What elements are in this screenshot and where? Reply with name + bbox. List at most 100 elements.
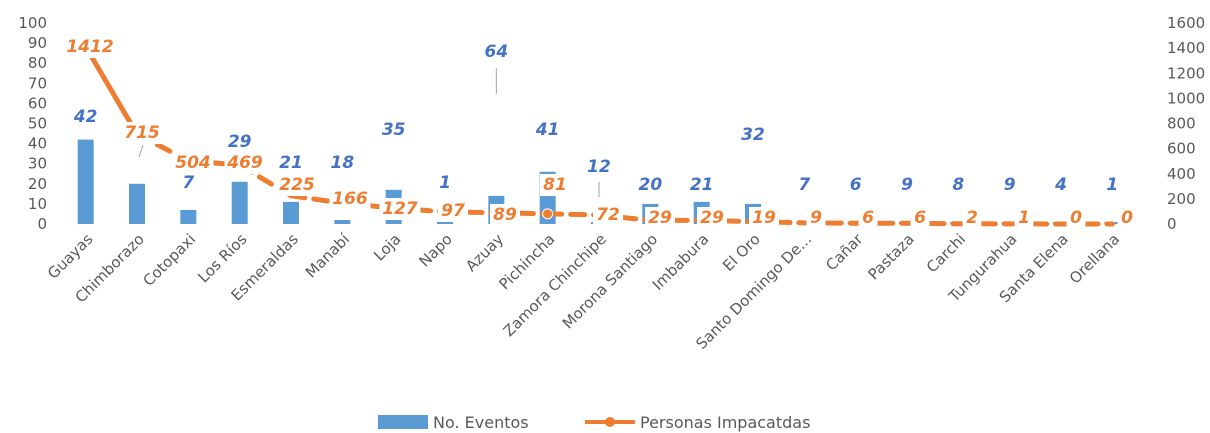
bar-data-label: 7 xyxy=(798,175,810,195)
x-category-label: Azuay xyxy=(462,230,507,275)
bar-data-label: 20 xyxy=(638,175,662,195)
line-label-bg xyxy=(749,207,779,229)
x-category-label: Cañar xyxy=(822,230,867,275)
x-category-label: Carchi xyxy=(923,230,969,276)
bar-data-label: 6 xyxy=(850,175,862,195)
line-data-label: 97 xyxy=(441,201,465,221)
x-category-label: Morona Santiago xyxy=(559,230,661,332)
line-label-bg xyxy=(962,207,982,229)
legend-bar-label: No. Eventos xyxy=(433,413,529,432)
line-data-label: 81 xyxy=(543,175,567,195)
bar-data-label: 64 xyxy=(484,42,508,62)
line-data-label: 0 xyxy=(1070,208,1082,228)
line-label-bg xyxy=(276,174,318,196)
line-data-label: 89 xyxy=(493,205,517,225)
x-category-label: Napo xyxy=(415,230,455,270)
bar-data-label: 21 xyxy=(690,175,714,195)
legend: No. Eventos Personas Impacatdas xyxy=(378,413,810,432)
y-left-tick-label: 30 xyxy=(28,155,47,173)
line-segment xyxy=(83,44,140,137)
y-axis-left: 0 10 20 30 40 50 60 70 80 90 100 xyxy=(18,14,47,233)
x-category-label: Manabí xyxy=(302,230,354,282)
y-right-tick-label: 1400 xyxy=(1167,39,1205,57)
y-left-tick-label: 70 xyxy=(28,74,47,92)
y-right-tick-label: 800 xyxy=(1167,115,1196,133)
line-label-bg xyxy=(1014,207,1034,229)
line-data-label: 19 xyxy=(752,208,776,228)
line-data-label: 469 xyxy=(226,153,263,173)
line-data-label: 72 xyxy=(596,205,620,225)
line-label-bg xyxy=(858,207,878,229)
bar xyxy=(437,221,453,224)
bar-data-label: 29 xyxy=(228,132,252,152)
y-right-tick-label: 1000 xyxy=(1167,89,1205,107)
bar-data-label: 1 xyxy=(439,173,451,193)
y-right-tick-label: 400 xyxy=(1167,165,1196,183)
x-category-label: Imbabura xyxy=(649,230,713,294)
line-data-label: 715 xyxy=(124,123,160,143)
bar-data-label: 12 xyxy=(587,157,611,177)
line-data-label: 166 xyxy=(332,189,368,209)
line-label-bg xyxy=(172,152,214,174)
x-category-label: Loja xyxy=(370,230,404,264)
line-label-bg xyxy=(1066,207,1086,229)
bar-label-leader xyxy=(138,144,144,158)
y-left-tick-label: 80 xyxy=(28,54,47,72)
line-label-bg xyxy=(329,188,371,210)
y-left-tick-label: 60 xyxy=(28,94,47,112)
bar xyxy=(231,181,248,224)
line-label-bg xyxy=(910,207,930,229)
bar-data-label: 4 xyxy=(1054,175,1067,195)
line-point xyxy=(542,208,554,220)
y-left-tick-label: 10 xyxy=(28,195,47,213)
y-right-tick-label: 1600 xyxy=(1167,14,1205,32)
bar-data-label: 42 xyxy=(73,107,98,127)
line-data-label: 6 xyxy=(914,208,926,228)
legend-bar-swatch xyxy=(378,415,428,429)
line-data-label: 29 xyxy=(700,208,724,228)
line-label-bg xyxy=(121,122,163,144)
y-left-tick-label: 40 xyxy=(28,135,47,153)
line-data-label: 504 xyxy=(175,153,211,173)
bar-data-label: 9 xyxy=(901,175,913,195)
line-segment xyxy=(545,211,602,218)
line-label-bg xyxy=(224,152,266,174)
x-category-label: El Oro xyxy=(719,230,764,275)
bar-data-label: 1 xyxy=(1106,175,1118,195)
bar-data-label: 18 xyxy=(330,153,354,173)
x-category-label: Guayas xyxy=(44,230,97,283)
line-label-bg xyxy=(806,207,826,229)
line-label-bg xyxy=(438,200,468,222)
line-data-label: 2 xyxy=(966,208,978,228)
line-label-bg xyxy=(64,36,116,58)
y-left-tick-label: 90 xyxy=(28,34,47,52)
x-category-label: Cotopaxi xyxy=(139,230,199,290)
line-label-bg xyxy=(540,174,570,196)
y-left-tick-label: 0 xyxy=(37,215,47,233)
bar-data-label: 7 xyxy=(182,173,194,193)
y-axis-right: 0 200 400 600 800 1000 1200 1400 1600 xyxy=(1167,14,1205,233)
y-right-tick-label: 200 xyxy=(1167,190,1196,208)
bar-data-label: 35 xyxy=(382,120,406,140)
line-data-label: 127 xyxy=(382,199,418,219)
line-label-bg xyxy=(490,204,520,226)
x-category-label: Pastaza xyxy=(864,230,917,283)
line-data-label: 29 xyxy=(648,208,672,228)
bar xyxy=(129,183,145,224)
line-label-bg xyxy=(697,207,727,229)
bar-data-label: 41 xyxy=(535,120,560,140)
bar xyxy=(180,209,197,224)
y-left-tick-label: 100 xyxy=(18,14,47,32)
line-label-bg xyxy=(593,204,623,226)
x-category-label: Orellana xyxy=(1066,230,1123,287)
y-right-tick-label: 1200 xyxy=(1167,64,1205,82)
line-data-label: 6 xyxy=(862,208,874,228)
bar xyxy=(283,201,299,224)
line-data-label: 225 xyxy=(279,175,315,195)
line-data-label: 9 xyxy=(810,208,822,228)
y-left-tick-label: 20 xyxy=(28,175,47,193)
y-right-tick-label: 600 xyxy=(1167,140,1196,158)
